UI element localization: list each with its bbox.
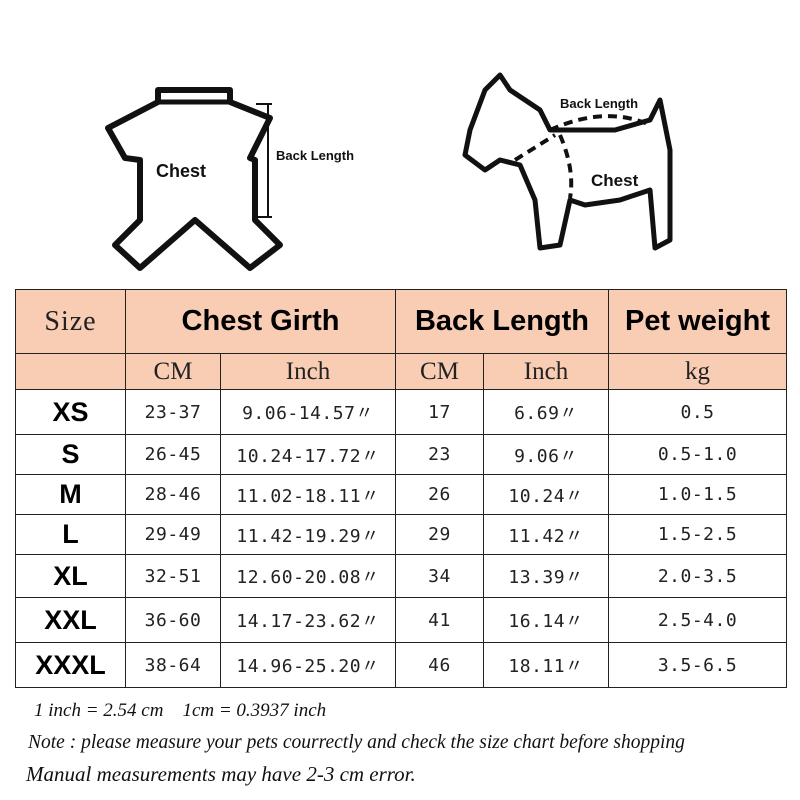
units-row: CM Inch CM Inch kg	[15, 353, 787, 390]
dog-back-length-label: Back Length	[560, 96, 638, 111]
cell-back-inch: 10.24〃	[483, 474, 609, 515]
unit-chest-cm: CM	[125, 353, 221, 390]
cell-back-cm: 17	[395, 389, 484, 435]
cell-chest-inch: 14.17-23.62〃	[220, 597, 396, 643]
shirt-illustration: Chest Back Length	[105, 87, 354, 271]
cell-chest-inch: 14.96-25.20〃	[220, 642, 396, 688]
unit-back-inch: Inch	[483, 353, 609, 390]
cell-chest-cm: 32-51	[125, 554, 221, 598]
cell-back-inch: 11.42〃	[483, 514, 609, 555]
unit-weight: kg	[608, 353, 787, 390]
table-row: XS 23-37 9.06-14.57〃 17 6.69〃 0.5	[15, 389, 787, 435]
cell-back-inch: 13.39〃	[483, 554, 609, 598]
dog-outline	[462, 72, 673, 251]
dog-illustration: Back Length Chest	[462, 72, 673, 251]
cell-size: M	[15, 474, 126, 515]
cell-weight: 3.5-6.5	[608, 642, 787, 688]
cell-chest-cm: 36-60	[125, 597, 221, 643]
cell-chest-inch: 10.24-17.72〃	[220, 434, 396, 475]
measure-note: Note : please measure your pets courrect…	[28, 732, 685, 753]
cell-weight: 2.0-3.5	[608, 554, 787, 598]
cell-weight: 0.5	[608, 389, 787, 435]
header-row: Size Chest Girth Back Length Pet weight	[15, 289, 787, 354]
cell-chest-inch: 11.02-18.11〃	[220, 474, 396, 515]
cell-weight: 0.5-1.0	[608, 434, 787, 475]
cell-chest-cm: 38-64	[125, 642, 221, 688]
dog-chest-label: Chest	[591, 171, 639, 190]
cell-size: XXL	[15, 597, 126, 643]
table-row: M 28-46 11.02-18.11〃 26 10.24〃 1.0-1.5	[15, 474, 787, 515]
cell-back-cm: 41	[395, 597, 484, 643]
table-row: S 26-45 10.24-17.72〃 23 9.06〃 0.5-1.0	[15, 434, 787, 475]
cell-weight: 1.0-1.5	[608, 474, 787, 515]
error-note: Manual measurements may have 2-3 cm erro…	[26, 762, 416, 786]
table-row: L 29-49 11.42-19.29〃 29 11.42〃 1.5-2.5	[15, 514, 787, 555]
cell-size: XXXL	[15, 642, 126, 688]
header-back-length: Back Length	[395, 289, 609, 354]
cell-chest-cm: 28-46	[125, 474, 221, 515]
shirt-chest-label: Chest	[156, 161, 206, 181]
table-row: XXL 36-60 14.17-23.62〃 41 16.14〃 2.5-4.0	[15, 597, 787, 643]
table-row: XL 32-51 12.60-20.08〃 34 13.39〃 2.0-3.5	[15, 554, 787, 598]
shirt-outline	[105, 87, 283, 271]
cell-back-cm: 46	[395, 642, 484, 688]
header-pet-weight: Pet weight	[608, 289, 787, 354]
cell-chest-inch: 12.60-20.08〃	[220, 554, 396, 598]
header-chest-girth: Chest Girth	[125, 289, 396, 354]
unit-chest-inch: Inch	[220, 353, 396, 390]
cell-back-cm: 34	[395, 554, 484, 598]
size-chart-table: Size Chest Girth Back Length Pet weight …	[15, 289, 787, 688]
cell-back-inch: 9.06〃	[483, 434, 609, 475]
cell-chest-cm: 23-37	[125, 389, 221, 435]
cell-weight: 1.5-2.5	[608, 514, 787, 555]
table-row: XXXL 38-64 14.96-25.20〃 46 18.11〃 3.5-6.5	[15, 642, 787, 688]
cell-back-cm: 23	[395, 434, 484, 475]
cell-back-inch: 16.14〃	[483, 597, 609, 643]
unit-back-cm: CM	[395, 353, 484, 390]
units-empty	[15, 353, 126, 390]
cell-chest-cm: 29-49	[125, 514, 221, 555]
cell-back-cm: 29	[395, 514, 484, 555]
shirt-back-length-label: Back Length	[276, 148, 354, 163]
cell-back-inch: 18.11〃	[483, 642, 609, 688]
cell-size: XL	[15, 554, 126, 598]
cell-size: L	[15, 514, 126, 555]
cell-weight: 2.5-4.0	[608, 597, 787, 643]
cell-chest-inch: 11.42-19.29〃	[220, 514, 396, 555]
cell-size: S	[15, 434, 126, 475]
cell-back-cm: 26	[395, 474, 484, 515]
cell-size: XS	[15, 389, 126, 435]
header-size: Size	[15, 289, 126, 354]
cell-back-inch: 6.69〃	[483, 389, 609, 435]
cell-chest-cm: 26-45	[125, 434, 221, 475]
conversion-note: 1 inch = 2.54 cm 1cm = 0.3937 inch	[34, 700, 327, 721]
cell-chest-inch: 9.06-14.57〃	[220, 389, 396, 435]
